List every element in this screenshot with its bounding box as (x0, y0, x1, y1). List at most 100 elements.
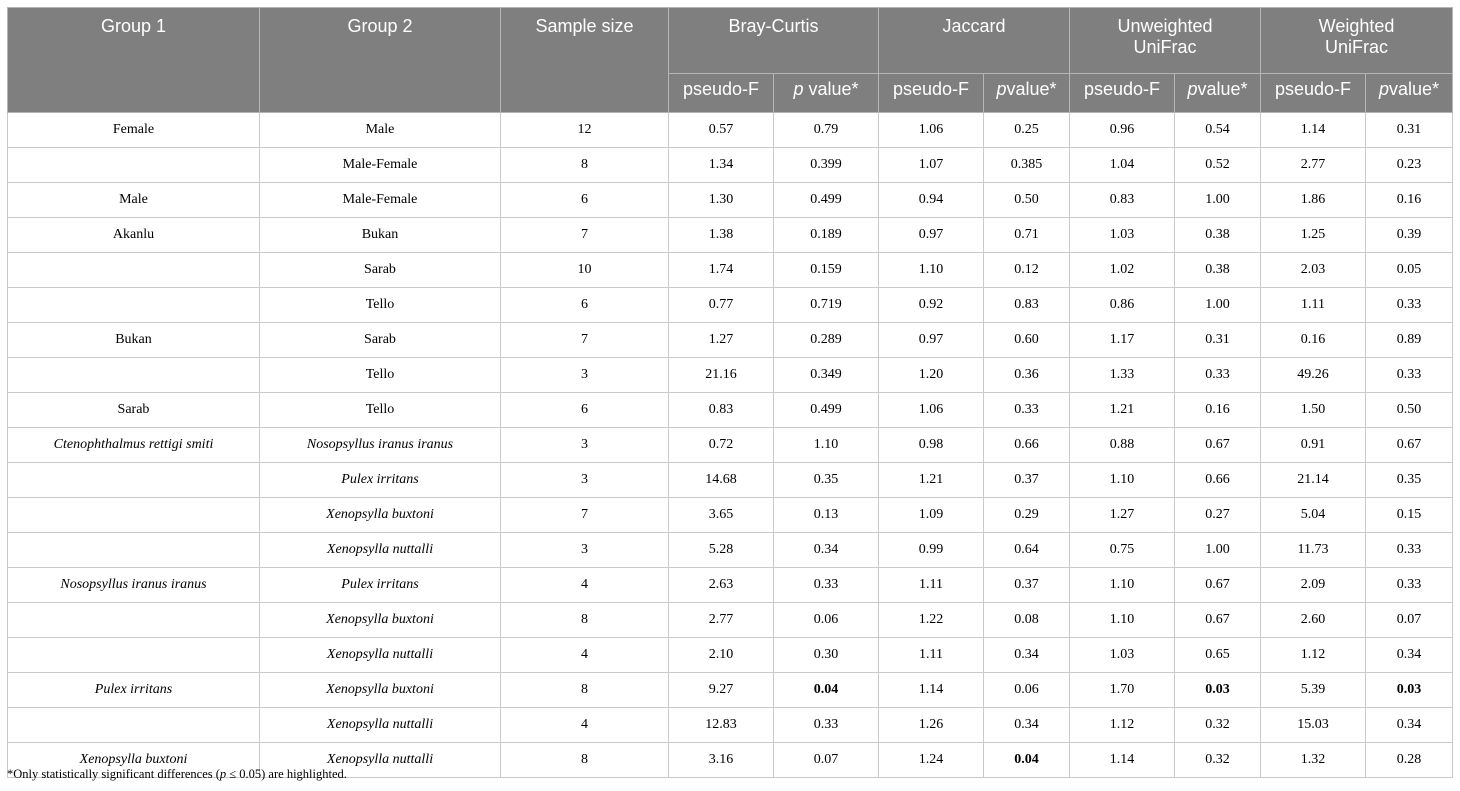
header-unweighted-unifrac: Unweighted UniFrac (1069, 7, 1262, 74)
bray-curtis-p-value-cell: 1.10 (772, 427, 880, 463)
table-row: Bukan Sarab 7 1.27 0.289 0.97 0.60 1.17 0.31 0.16… (7, 322, 1454, 358)
group2-cell: Xenopsylla nuttalli (259, 742, 501, 778)
group2-cell: Sarab (259, 252, 501, 288)
sample-size-cell: 4 (500, 707, 669, 743)
jaccard-pseudo-f-cell: 1.06 (878, 112, 985, 148)
header-group1: Group 1 (7, 7, 260, 113)
table-footnote: *Only statistically significant differen… (7, 767, 347, 782)
weighted-unifrac-p-value-cell: 0.05 (1365, 252, 1454, 288)
group2-cell: Pulex irritans (259, 567, 501, 603)
unweighted-unifrac-p-value-cell: 0.54 (1174, 112, 1262, 148)
unweighted-unifrac-pseudo-f-cell: 0.83 (1069, 182, 1176, 218)
jaccard-pseudo-f-cell: 1.26 (878, 707, 985, 743)
group2-cell: Tello (259, 392, 501, 428)
group1-cell: Ctenophthalmus rettigi smiti (7, 427, 260, 463)
jaccard-pseudo-f-cell: 0.97 (878, 322, 985, 358)
unweighted-unifrac-pseudo-f-cell: 1.10 (1069, 567, 1176, 603)
table-row: Sarab Tello 6 0.83 0.499 1.06 0.33 1.21 0.16 1.50… (7, 392, 1454, 428)
weighted-unifrac-pseudo-f-cell: 1.50 (1260, 392, 1367, 428)
jaccard-pseudo-f-cell: 0.94 (878, 182, 985, 218)
jaccard-p-value-cell: 0.34 (983, 637, 1071, 673)
unweighted-unifrac-p-value-cell: 0.65 (1174, 637, 1262, 673)
group2-cell: Sarab (259, 322, 501, 358)
weighted-unifrac-p-value-cell: 0.67 (1365, 427, 1454, 463)
group1-cell: Akanlu (7, 217, 260, 253)
unweighted-unifrac-pseudo-f-cell: 0.86 (1069, 287, 1176, 323)
header-row-top: Group 1 Group 2 Sample size Bray-Curtis … (7, 7, 1454, 113)
group2-cell: Xenopsylla nuttalli (259, 707, 501, 743)
bray-curtis-p-value-cell: 0.189 (772, 217, 880, 253)
jaccard-pseudo-f-cell: 1.10 (878, 252, 985, 288)
unweighted-unifrac-p-value-cell: 1.00 (1174, 287, 1262, 323)
sample-size-cell: 10 (500, 252, 669, 288)
bray-curtis-pseudo-f-cell: 1.30 (668, 182, 774, 218)
bray-curtis-p-value-cell: 0.34 (772, 532, 880, 568)
jaccard-p-value-cell: 0.36 (983, 357, 1071, 393)
bray-curtis-pseudo-f-cell: 1.34 (668, 147, 774, 183)
table-row: Tello 6 0.77 0.719 0.92 0.83 0.86 1.00 1.11 0.33 (7, 287, 1454, 323)
jaccard-pseudo-f-cell: 1.14 (878, 672, 985, 708)
group2-cell: Xenopsylla buxtoni (259, 672, 501, 708)
table-row: Pulex irritans Xenopsylla buxtoni 8 9.27 0.0… (7, 672, 1454, 708)
group1-cell (7, 602, 260, 638)
header-weighted-unifrac: Weighted UniFrac (1260, 7, 1454, 74)
unweighted-unifrac-pseudo-f-cell: 1.21 (1069, 392, 1176, 428)
bray-curtis-p-value-cell: 0.06 (772, 602, 880, 638)
sample-size-cell: 7 (500, 322, 669, 358)
bray-curtis-pseudo-f-cell: 0.77 (668, 287, 774, 323)
jaccard-p-value-cell: 0.83 (983, 287, 1071, 323)
bray-curtis-pseudo-f-cell: 2.77 (668, 602, 774, 638)
weighted-unifrac-p-value-cell: 0.34 (1365, 707, 1454, 743)
header-bc-p-value: p value* (772, 73, 880, 113)
bray-curtis-pseudo-f-cell: 1.74 (668, 252, 774, 288)
jaccard-pseudo-f-cell: 1.20 (878, 357, 985, 393)
group1-cell (7, 497, 260, 533)
bray-curtis-p-value-cell: 0.159 (772, 252, 880, 288)
weighted-unifrac-pseudo-f-cell: 2.03 (1260, 252, 1367, 288)
sample-size-cell: 6 (500, 182, 669, 218)
bray-curtis-pseudo-f-cell: 2.63 (668, 567, 774, 603)
sample-size-cell: 3 (500, 462, 669, 498)
table-row: Xenopsylla buxtoni 8 2.77 0.06 1.22 0.08 1.10 0… (7, 602, 1454, 638)
table-row: Tello 3 21.16 0.349 1.20 0.36 1.33 0.33 49.26 0.3… (7, 357, 1454, 393)
unweighted-unifrac-p-value-cell: 0.66 (1174, 462, 1262, 498)
table-row: Akanlu Bukan 7 1.38 0.189 0.97 0.71 1.03 0.38 1.2… (7, 217, 1454, 253)
weighted-unifrac-pseudo-f-cell: 5.04 (1260, 497, 1367, 533)
bray-curtis-p-value-cell: 0.79 (772, 112, 880, 148)
results-table-container: Group 1 Group 2 Sample size Bray-Curtis … (7, 7, 1454, 778)
jaccard-p-value-cell: 0.60 (983, 322, 1071, 358)
weighted-unifrac-p-value-cell: 0.31 (1365, 112, 1454, 148)
weighted-unifrac-pseudo-f-cell: 5.39 (1260, 672, 1367, 708)
jaccard-pseudo-f-cell: 0.92 (878, 287, 985, 323)
unweighted-unifrac-pseudo-f-cell: 0.88 (1069, 427, 1176, 463)
weighted-unifrac-p-value-cell: 0.35 (1365, 462, 1454, 498)
unweighted-unifrac-p-value-cell: 0.52 (1174, 147, 1262, 183)
unweighted-unifrac-pseudo-f-cell: 1.03 (1069, 217, 1176, 253)
table-row: Ctenophthalmus rettigi smiti Nosopsyllus … (7, 427, 1454, 463)
group1-cell (7, 637, 260, 673)
jaccard-pseudo-f-cell: 1.06 (878, 392, 985, 428)
header-uu-p-suffix: value* (1197, 79, 1248, 99)
group2-cell: Xenopsylla buxtoni (259, 497, 501, 533)
header-bray-curtis: Bray-Curtis (667, 7, 880, 74)
bray-curtis-p-value-cell: 0.399 (772, 147, 880, 183)
unweighted-unifrac-pseudo-f-cell: 1.27 (1069, 497, 1176, 533)
unweighted-unifrac-pseudo-f-cell: 1.02 (1069, 252, 1176, 288)
sample-size-cell: 12 (500, 112, 669, 148)
jaccard-pseudo-f-cell: 1.09 (878, 497, 985, 533)
bray-curtis-pseudo-f-cell: 0.72 (668, 427, 774, 463)
bray-curtis-pseudo-f-cell: 3.16 (668, 742, 774, 778)
sample-size-cell: 4 (500, 567, 669, 603)
header-wu-pseudo-f: pseudo-F (1260, 73, 1367, 113)
bray-curtis-pseudo-f-cell: 0.57 (668, 112, 774, 148)
weighted-unifrac-pseudo-f-cell: 1.25 (1260, 217, 1367, 253)
jaccard-p-value-cell: 0.08 (983, 602, 1071, 638)
bray-curtis-p-value-cell: 0.33 (772, 707, 880, 743)
bray-curtis-p-value-cell: 0.07 (772, 742, 880, 778)
weighted-unifrac-pseudo-f-cell: 1.12 (1260, 637, 1367, 673)
group1-cell (7, 147, 260, 183)
unweighted-unifrac-pseudo-f-cell: 0.75 (1069, 532, 1176, 568)
weighted-unifrac-p-value-cell: 0.23 (1365, 147, 1454, 183)
bray-curtis-pseudo-f-cell: 14.68 (668, 462, 774, 498)
group1-cell (7, 462, 260, 498)
